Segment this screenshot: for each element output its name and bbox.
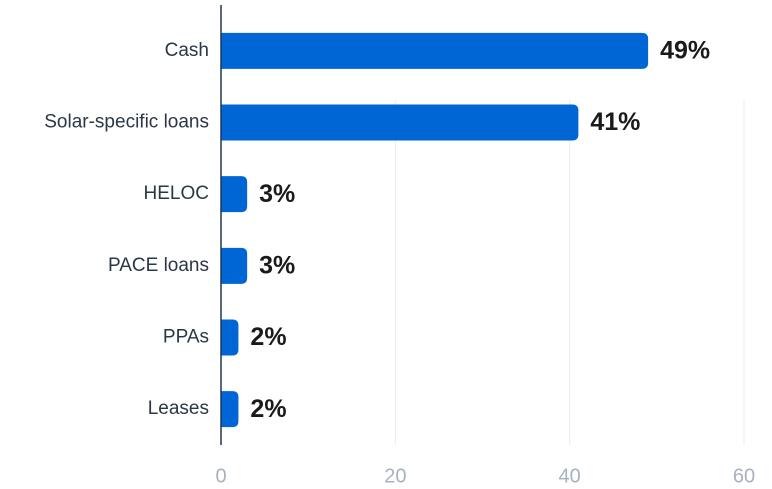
category-label: Solar-specific loans xyxy=(44,112,209,133)
x-tick-label: 40 xyxy=(559,465,581,487)
category-label: Leases xyxy=(148,398,209,419)
category-label: PPAs xyxy=(163,327,209,348)
bar xyxy=(221,247,248,284)
x-tick-label: 0 xyxy=(215,465,226,487)
value-label: 3% xyxy=(259,251,295,279)
value-label: 3% xyxy=(259,180,295,208)
bar xyxy=(221,104,579,141)
value-label: 2% xyxy=(250,395,286,423)
bar xyxy=(221,391,239,428)
bar xyxy=(221,32,649,69)
value-label: 2% xyxy=(250,323,286,351)
value-label: 41% xyxy=(590,108,640,136)
bar xyxy=(221,319,239,356)
category-label: HELOC xyxy=(144,183,209,204)
category-label: PACE loans xyxy=(108,255,209,276)
x-tick-label: 20 xyxy=(384,465,406,487)
category-label: Cash xyxy=(165,40,209,61)
value-label: 49% xyxy=(660,36,710,64)
x-tick-label: 60 xyxy=(733,465,755,487)
bar xyxy=(221,176,248,213)
